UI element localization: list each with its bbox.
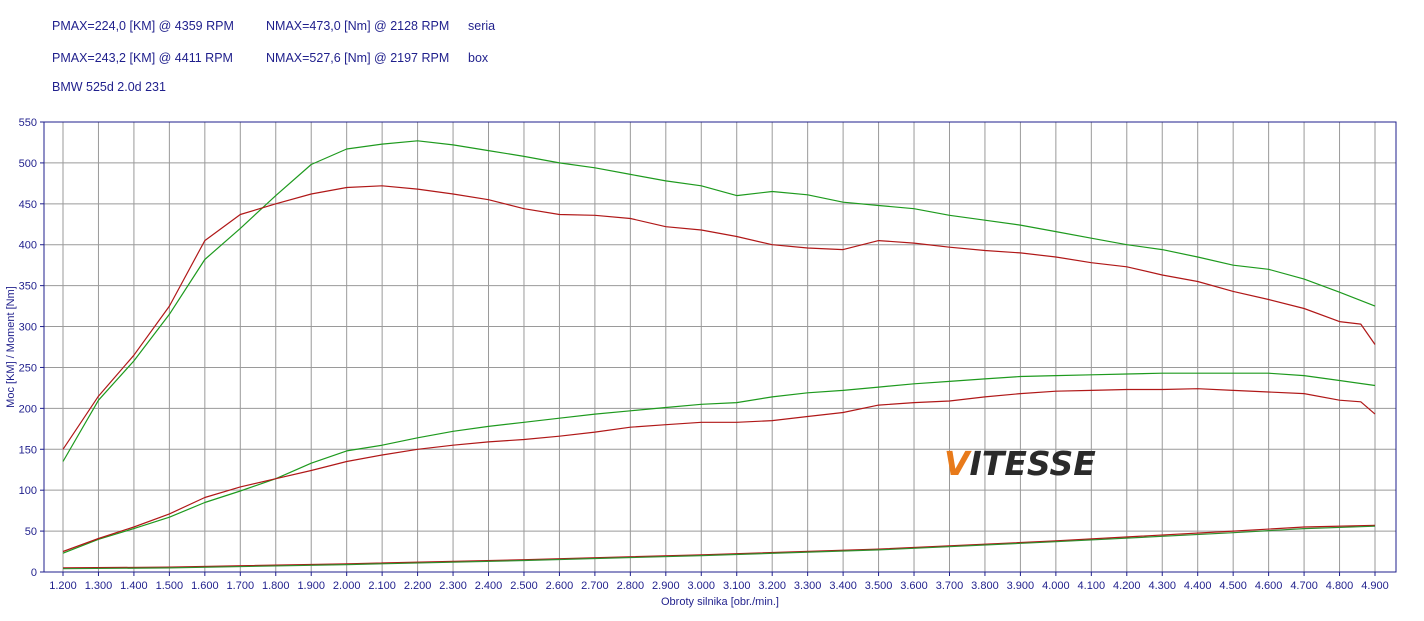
y-axis-label: Moc [KM] / Moment [Nm] [5, 286, 17, 408]
y-tick-label: 200 [19, 403, 37, 415]
x-tick-label: 3.700 [936, 580, 964, 592]
y-tick-label: 500 [19, 158, 37, 170]
x-tick-label: 3.300 [794, 580, 822, 592]
plot-area [44, 122, 1396, 572]
series-line-stock-power [62, 388, 1376, 553]
x-tick-label: 1.500 [156, 580, 184, 592]
x-tick-label: 1.400 [120, 580, 148, 592]
x-tick-label: 1.600 [191, 580, 219, 592]
stock-series-tag: seria [468, 19, 496, 33]
x-tick-label: 4.000 [1042, 580, 1070, 592]
x-tick-label: 4.600 [1255, 580, 1283, 592]
x-tick-label: 1.200 [49, 580, 77, 592]
x-tick-label: 4.900 [1361, 580, 1389, 592]
x-tick-label: 2.100 [368, 580, 396, 592]
stock-torque-max: NMAX=473,0 [Nm] @ 2128 RPM [266, 19, 450, 33]
x-tick-label: 3.000 [688, 580, 716, 592]
y-tick-label: 250 [19, 362, 37, 374]
series-layer [62, 140, 1376, 570]
y-tick-label: 150 [19, 444, 37, 456]
grid [44, 122, 1396, 572]
x-tick-label: 2.500 [510, 580, 538, 592]
x-tick-label: 2.400 [475, 580, 503, 592]
x-tick-label: 1.900 [297, 580, 325, 592]
y-tick-label: 350 [19, 281, 37, 293]
vehicle-label: BMW 525d 2.0d 231 [52, 80, 166, 94]
x-tick-label: 1.300 [85, 580, 113, 592]
stock-power-max: PMAX=224,0 [KM] @ 4359 RPM [52, 19, 234, 33]
x-tick-label: 4.100 [1078, 580, 1106, 592]
series-line-tuned-loss [62, 525, 1376, 570]
x-tick-label: 2.800 [617, 580, 645, 592]
x-tick-label: 4.400 [1184, 580, 1212, 592]
vitesse-logo: VITESSE [944, 444, 1096, 483]
x-tick-label: 2.200 [404, 580, 432, 592]
x-tick-label: 3.900 [1007, 580, 1035, 592]
x-tick-label: 2.300 [439, 580, 467, 592]
series-line-stock-torque [62, 185, 1376, 450]
x-tick-label: 2.000 [333, 580, 361, 592]
tuned-series-tag: box [468, 51, 489, 65]
y-tick-label: 0 [31, 567, 37, 579]
x-tick-label: 3.500 [865, 580, 893, 592]
y-tick-label: 100 [19, 485, 37, 497]
y-tick-label: 550 [19, 117, 37, 129]
x-tick-label: 4.500 [1219, 580, 1247, 592]
y-tick-label: 450 [19, 199, 37, 211]
x-tick-label: 2.700 [581, 580, 609, 592]
series-line-tuned-power [62, 372, 1376, 554]
x-tick-label: 2.900 [652, 580, 680, 592]
series-line-stock-loss [62, 524, 1376, 569]
x-tick-label: 3.100 [723, 580, 751, 592]
tuned-power-max: PMAX=243,2 [KM] @ 4411 RPM [52, 51, 233, 65]
y-tick-label: 300 [19, 322, 37, 334]
x-tick-label: 4.200 [1113, 580, 1141, 592]
series-line-tuned-torque [62, 140, 1376, 462]
x-axis-label: Obroty silnika [obr./min.] [661, 596, 779, 608]
x-tick-label: 3.400 [829, 580, 857, 592]
x-tick-label: 4.700 [1290, 580, 1318, 592]
y-tick-label: 50 [25, 526, 37, 538]
x-tick-label: 3.600 [900, 580, 928, 592]
y-tick-label: 400 [19, 240, 37, 252]
x-tick-label: 1.800 [262, 580, 290, 592]
plot-frame [43, 121, 1397, 573]
tick-layer: 1.200 1.300 1.400 1.500 1.600 1.700 1.800 1.900… [19, 117, 1389, 592]
x-tick-label: 2.600 [546, 580, 574, 592]
x-tick-label: 3.200 [758, 580, 786, 592]
x-tick-label: 1.700 [227, 580, 255, 592]
x-tick-label: 4.800 [1326, 580, 1354, 592]
tuned-torque-max: NMAX=527,6 [Nm] @ 2197 RPM [266, 51, 450, 65]
x-tick-label: 4.300 [1148, 580, 1176, 592]
x-tick-label: 3.800 [971, 580, 999, 592]
